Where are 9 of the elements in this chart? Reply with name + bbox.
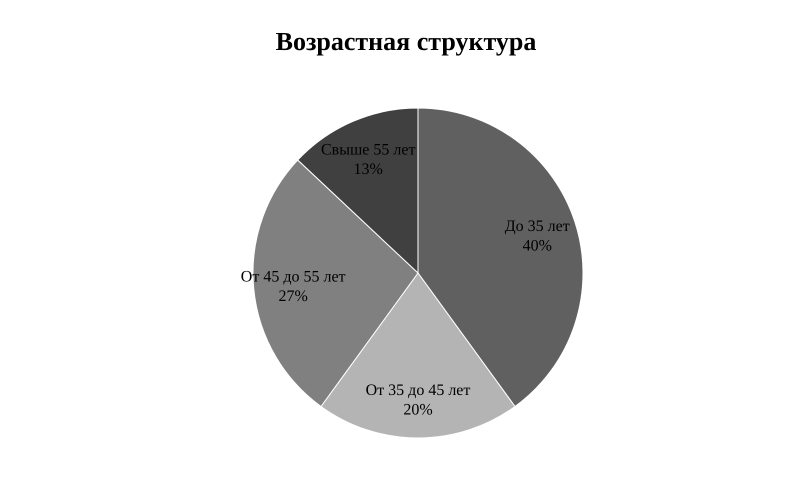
data-label: 13% (354, 160, 383, 178)
data-label: 40% (522, 237, 552, 254)
data-label: 20% (403, 401, 433, 418)
data-label: 27% (278, 288, 308, 305)
slice-label: От 45 до 55 лет (240, 268, 346, 286)
chart-title: Возрастная структура (276, 27, 536, 56)
slice-label: Свыше 55 лет (320, 142, 416, 159)
slice-label: От 35 до 45 лет (366, 382, 470, 400)
slice-label: До 35 лет (504, 218, 570, 236)
